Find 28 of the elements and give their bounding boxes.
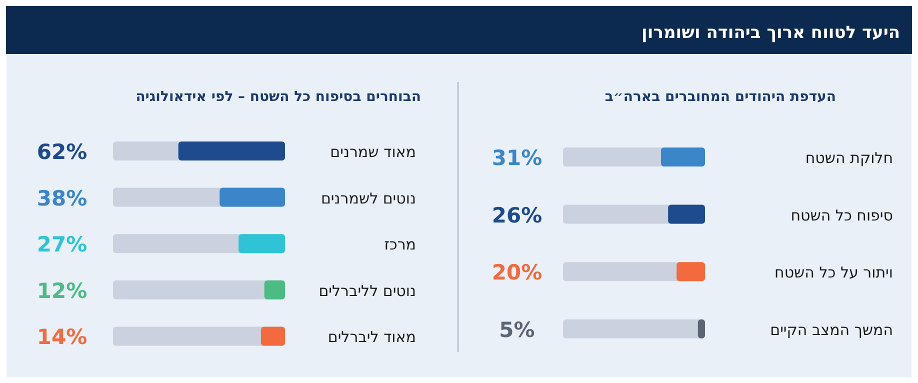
data-label: 62% [36, 140, 88, 164]
bar [264, 280, 285, 300]
data-label: 20% [492, 260, 542, 285]
y-tick-label: נוטים לליברלים [318, 282, 416, 300]
y-tick-label: מאוד ליברלים [328, 328, 416, 346]
y-tick-label: חלוקת השטח [805, 149, 893, 167]
bar [660, 148, 705, 166]
text: היעד לטווח ארוך ביהודה ושומרון [642, 23, 900, 43]
y-tick-label: מרכז [384, 236, 416, 254]
data-label: 12% [36, 278, 88, 303]
bar [668, 204, 705, 224]
data-label: 5% [499, 318, 535, 342]
y-tick-label: סיפוח כל השטח [790, 206, 893, 224]
bar [698, 319, 705, 338]
chart-subtitle: העדפת היהודים המחוברים בארה״ב [604, 89, 836, 105]
data-label: 26% [492, 203, 542, 228]
y-tick-label: המשך המצב הקיים [770, 320, 893, 339]
y-tick-label: נוטים לשמרנים [320, 189, 416, 208]
y-tick-label: מאוד שמרנים [330, 143, 416, 161]
bar [238, 234, 285, 254]
data-label: 31% [492, 146, 542, 170]
bar [676, 262, 705, 282]
data-label: 38% [36, 186, 88, 210]
y-tick-label: ויתור על כל השטח [774, 264, 893, 282]
data-label: 27% [36, 232, 88, 257]
data-label: 14% [36, 325, 88, 350]
chart-title: הבוחרים בסיפוח כל השטח – לפי אידאולוגיה [136, 89, 421, 105]
bar [260, 326, 285, 346]
